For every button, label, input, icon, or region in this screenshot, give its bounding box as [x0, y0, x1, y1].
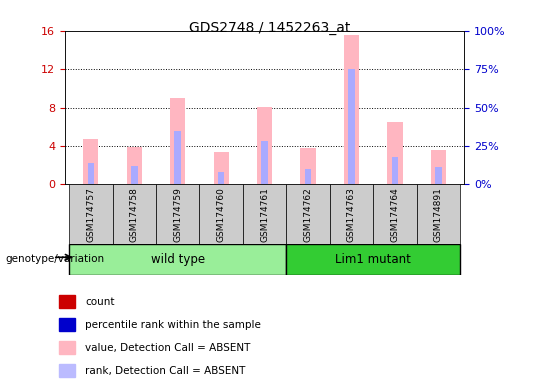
Bar: [286, 244, 460, 275]
Bar: [59, 318, 76, 331]
Bar: [435, 167, 442, 184]
Bar: [170, 98, 185, 184]
Text: GSM174891: GSM174891: [434, 187, 443, 242]
Bar: [174, 131, 181, 184]
Bar: [330, 184, 373, 244]
Text: Lim1 mutant: Lim1 mutant: [335, 253, 411, 266]
Bar: [431, 150, 446, 184]
Text: percentile rank within the sample: percentile rank within the sample: [85, 320, 261, 330]
Bar: [257, 107, 272, 184]
Bar: [218, 172, 225, 184]
Bar: [112, 184, 156, 244]
Bar: [300, 148, 316, 184]
Text: value, Detection Call = ABSENT: value, Detection Call = ABSENT: [85, 343, 250, 353]
Text: GSM174762: GSM174762: [303, 187, 313, 242]
Text: GSM174757: GSM174757: [86, 187, 96, 242]
Bar: [199, 184, 243, 244]
Text: rank, Detection Call = ABSENT: rank, Detection Call = ABSENT: [85, 366, 245, 376]
Text: GDS2748 / 1452263_at: GDS2748 / 1452263_at: [190, 21, 350, 35]
Text: GSM174758: GSM174758: [130, 187, 139, 242]
Text: genotype/variation: genotype/variation: [5, 254, 105, 264]
Bar: [59, 364, 76, 377]
Text: count: count: [85, 297, 114, 307]
Bar: [213, 152, 229, 184]
Bar: [156, 184, 199, 244]
Text: wild type: wild type: [151, 253, 205, 266]
Bar: [286, 184, 330, 244]
Bar: [243, 184, 286, 244]
Text: GSM174759: GSM174759: [173, 187, 182, 242]
Text: GSM174764: GSM174764: [390, 187, 400, 242]
Text: GSM174763: GSM174763: [347, 187, 356, 242]
Bar: [261, 141, 268, 184]
Bar: [69, 184, 112, 244]
Text: GSM174760: GSM174760: [217, 187, 226, 242]
Bar: [392, 157, 398, 184]
Bar: [417, 184, 460, 244]
Bar: [305, 169, 311, 184]
Bar: [344, 35, 359, 184]
Bar: [127, 147, 142, 184]
Bar: [131, 166, 138, 184]
Bar: [87, 163, 94, 184]
Bar: [69, 244, 286, 275]
Bar: [387, 122, 402, 184]
Bar: [373, 184, 417, 244]
Bar: [83, 139, 98, 184]
Bar: [59, 341, 76, 354]
Bar: [59, 295, 76, 308]
Text: GSM174761: GSM174761: [260, 187, 269, 242]
Bar: [348, 69, 355, 184]
